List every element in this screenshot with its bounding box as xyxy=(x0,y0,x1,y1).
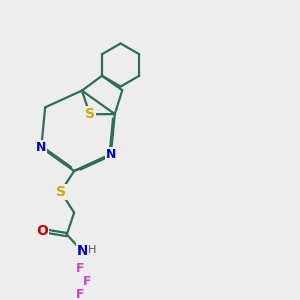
Text: F: F xyxy=(76,262,84,275)
Text: N: N xyxy=(106,148,116,161)
Text: F: F xyxy=(83,275,92,288)
Text: N: N xyxy=(77,244,88,257)
Text: S: S xyxy=(56,185,66,199)
Text: O: O xyxy=(36,224,48,238)
Text: S: S xyxy=(85,107,95,121)
Text: N: N xyxy=(36,141,46,154)
Text: H: H xyxy=(88,244,96,254)
Text: F: F xyxy=(76,288,84,300)
